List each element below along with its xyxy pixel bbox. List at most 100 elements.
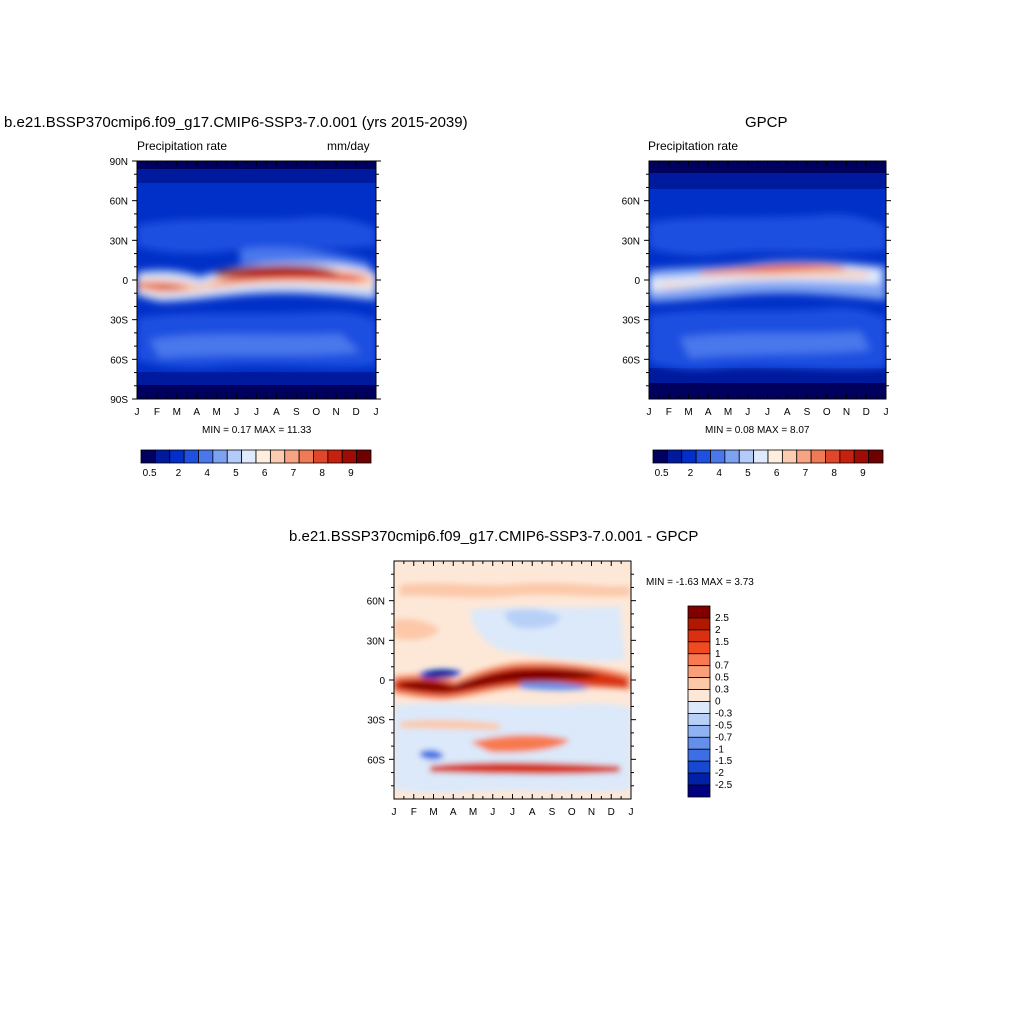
x-tick-label-obs: J — [647, 407, 652, 418]
subtitle-left-model: Precipitation rate — [137, 139, 228, 153]
heatmap-field-model — [137, 161, 376, 399]
x-tick-label-obs: J — [765, 407, 770, 418]
x-tick-label-model: J — [254, 407, 259, 418]
panel-title-obs: GPCP — [745, 114, 788, 131]
x-tick-label-obs: M — [724, 407, 732, 418]
colorbar-label-diff: -1 — [715, 744, 724, 755]
colorbar-label-diff: 2 — [715, 625, 721, 636]
y-tick-label-diff: 30N — [367, 636, 385, 647]
colorbar-swatch-model — [313, 449, 329, 464]
y-tick-label-model: 60S — [110, 355, 128, 366]
colorbar-label-obs: 6 — [774, 468, 780, 479]
x-tick-label-diff: A — [529, 807, 536, 818]
x-tick-label-diff: J — [629, 807, 634, 818]
colorbar-label-obs: 8 — [831, 468, 837, 479]
colorbar-swatch-obs — [753, 449, 769, 464]
colorbar-swatch-obs — [839, 449, 855, 464]
colorbar-swatch-obs — [681, 449, 697, 464]
x-tick-label-obs: D — [863, 407, 870, 418]
colorbar-swatch-obs — [868, 449, 884, 464]
x-tick-label-model: A — [193, 407, 200, 418]
colorbar-swatch-model — [183, 449, 199, 464]
x-tick-label-model: A — [273, 407, 280, 418]
y-tick-label-obs: 0 — [634, 276, 640, 287]
colorbar-label-diff: 1 — [715, 649, 721, 660]
colorbar-swatch-model — [198, 449, 214, 464]
colorbar-swatch-diff — [687, 641, 711, 655]
colorbar-swatch-model — [356, 449, 372, 464]
x-tick-label-obs: A — [705, 407, 712, 418]
colorbar-label-diff: 0.5 — [715, 673, 729, 684]
colorbar-label-obs: 9 — [860, 468, 866, 479]
x-tick-label-model: D — [352, 407, 359, 418]
x-tick-label-diff: D — [608, 807, 615, 818]
colorbar-swatch-diff — [687, 748, 711, 762]
x-tick-label-model: J — [234, 407, 239, 418]
colorbar-swatch-model — [298, 449, 314, 464]
colorbar-swatch-model — [269, 449, 286, 464]
x-tick-label-obs: J — [884, 407, 889, 418]
colorbar-label-model: 5 — [233, 468, 239, 479]
colorbar-diff: 2.521.510.70.50.30-0.3-0.5-0.7-1-1.5-2-2… — [687, 605, 733, 798]
colorbar-swatch-model — [169, 449, 185, 464]
y-tick-label-obs: 30S — [622, 316, 640, 327]
colorbar-swatch-model — [140, 449, 156, 464]
y-tick-label-model: 60N — [110, 197, 128, 208]
colorbar-swatch-obs — [666, 449, 683, 464]
minmax-model: MIN = 0.17 MAX = 11.33 — [202, 425, 312, 436]
colorbar-model: 0.5 2 4 5 6 7 8 9 — [140, 449, 372, 479]
y-tick-label-diff: 60N — [367, 597, 385, 608]
colorbar-label-model: 6 — [262, 468, 268, 479]
colorbar-label-obs: 0.5 — [655, 468, 669, 479]
x-tick-label-diff: J — [392, 807, 397, 818]
x-tick-label-diff: M — [429, 807, 437, 818]
colorbar-swatch-diff — [687, 736, 711, 750]
colorbar-swatch-obs — [652, 449, 668, 464]
x-tick-label-diff: A — [450, 807, 457, 818]
x-tick-label-model: J — [135, 407, 140, 418]
x-tick-label-model: O — [312, 407, 320, 418]
x-tick-label-obs: A — [784, 407, 791, 418]
colorbar-swatch-obs — [767, 449, 783, 464]
colorbar-label-diff: -2.5 — [715, 780, 733, 791]
colorbar-swatch-diff — [687, 760, 711, 774]
colorbar-label-model: 7 — [291, 468, 297, 479]
colorbar-swatch-obs — [724, 449, 740, 464]
colorbar-swatch-model — [327, 449, 343, 464]
x-tick-label-model: M — [212, 407, 220, 418]
x-tick-label-diff: M — [469, 807, 477, 818]
colorbar-label-diff: 0.7 — [715, 661, 729, 672]
colorbar-swatch-obs — [810, 449, 826, 464]
y-tick-label-model: 30S — [110, 316, 128, 327]
x-tick-label-obs: M — [684, 407, 692, 418]
y-tick-label-model: 0 — [122, 276, 128, 287]
colorbar-label-obs: 5 — [745, 468, 751, 479]
colorbar-swatch-diff — [687, 724, 711, 738]
colorbar-swatch-model — [154, 449, 171, 464]
x-tick-label-diff: J — [490, 807, 495, 818]
x-tick-label-obs: O — [823, 407, 831, 418]
colorbar-label-model: 9 — [348, 468, 354, 479]
colorbar-swatch-model — [241, 449, 257, 464]
colorbar-swatch-diff — [687, 605, 711, 619]
colorbar-swatch-diff — [687, 713, 711, 726]
colorbar-label-diff: -0.7 — [715, 732, 733, 743]
colorbar-label-obs: 7 — [803, 468, 809, 479]
x-tick-label-diff: F — [411, 807, 417, 818]
x-tick-label-obs: J — [745, 407, 750, 418]
x-tick-label-model: M — [173, 407, 181, 418]
colorbar-label-diff: 0.3 — [715, 685, 729, 696]
x-tick-label-obs: N — [843, 407, 850, 418]
colorbar-swatch-obs — [695, 449, 711, 464]
minmax-diff: MIN = -1.63 MAX = 3.73 — [646, 577, 754, 588]
colorbar-label-diff: -2 — [715, 768, 724, 779]
colorbar-swatch-model — [284, 449, 300, 464]
colorbar-swatch-diff — [687, 689, 711, 702]
axes-model: J F M A M J J A S O N D J 90N 60N 30N 0 30S 60S 90S — [110, 157, 381, 418]
units-label-model: mm/day — [327, 139, 370, 153]
subtitle-left-obs: Precipitation rate — [648, 139, 739, 153]
colorbar-swatch-diff — [687, 701, 711, 714]
heatmap-field-diff — [394, 561, 631, 799]
